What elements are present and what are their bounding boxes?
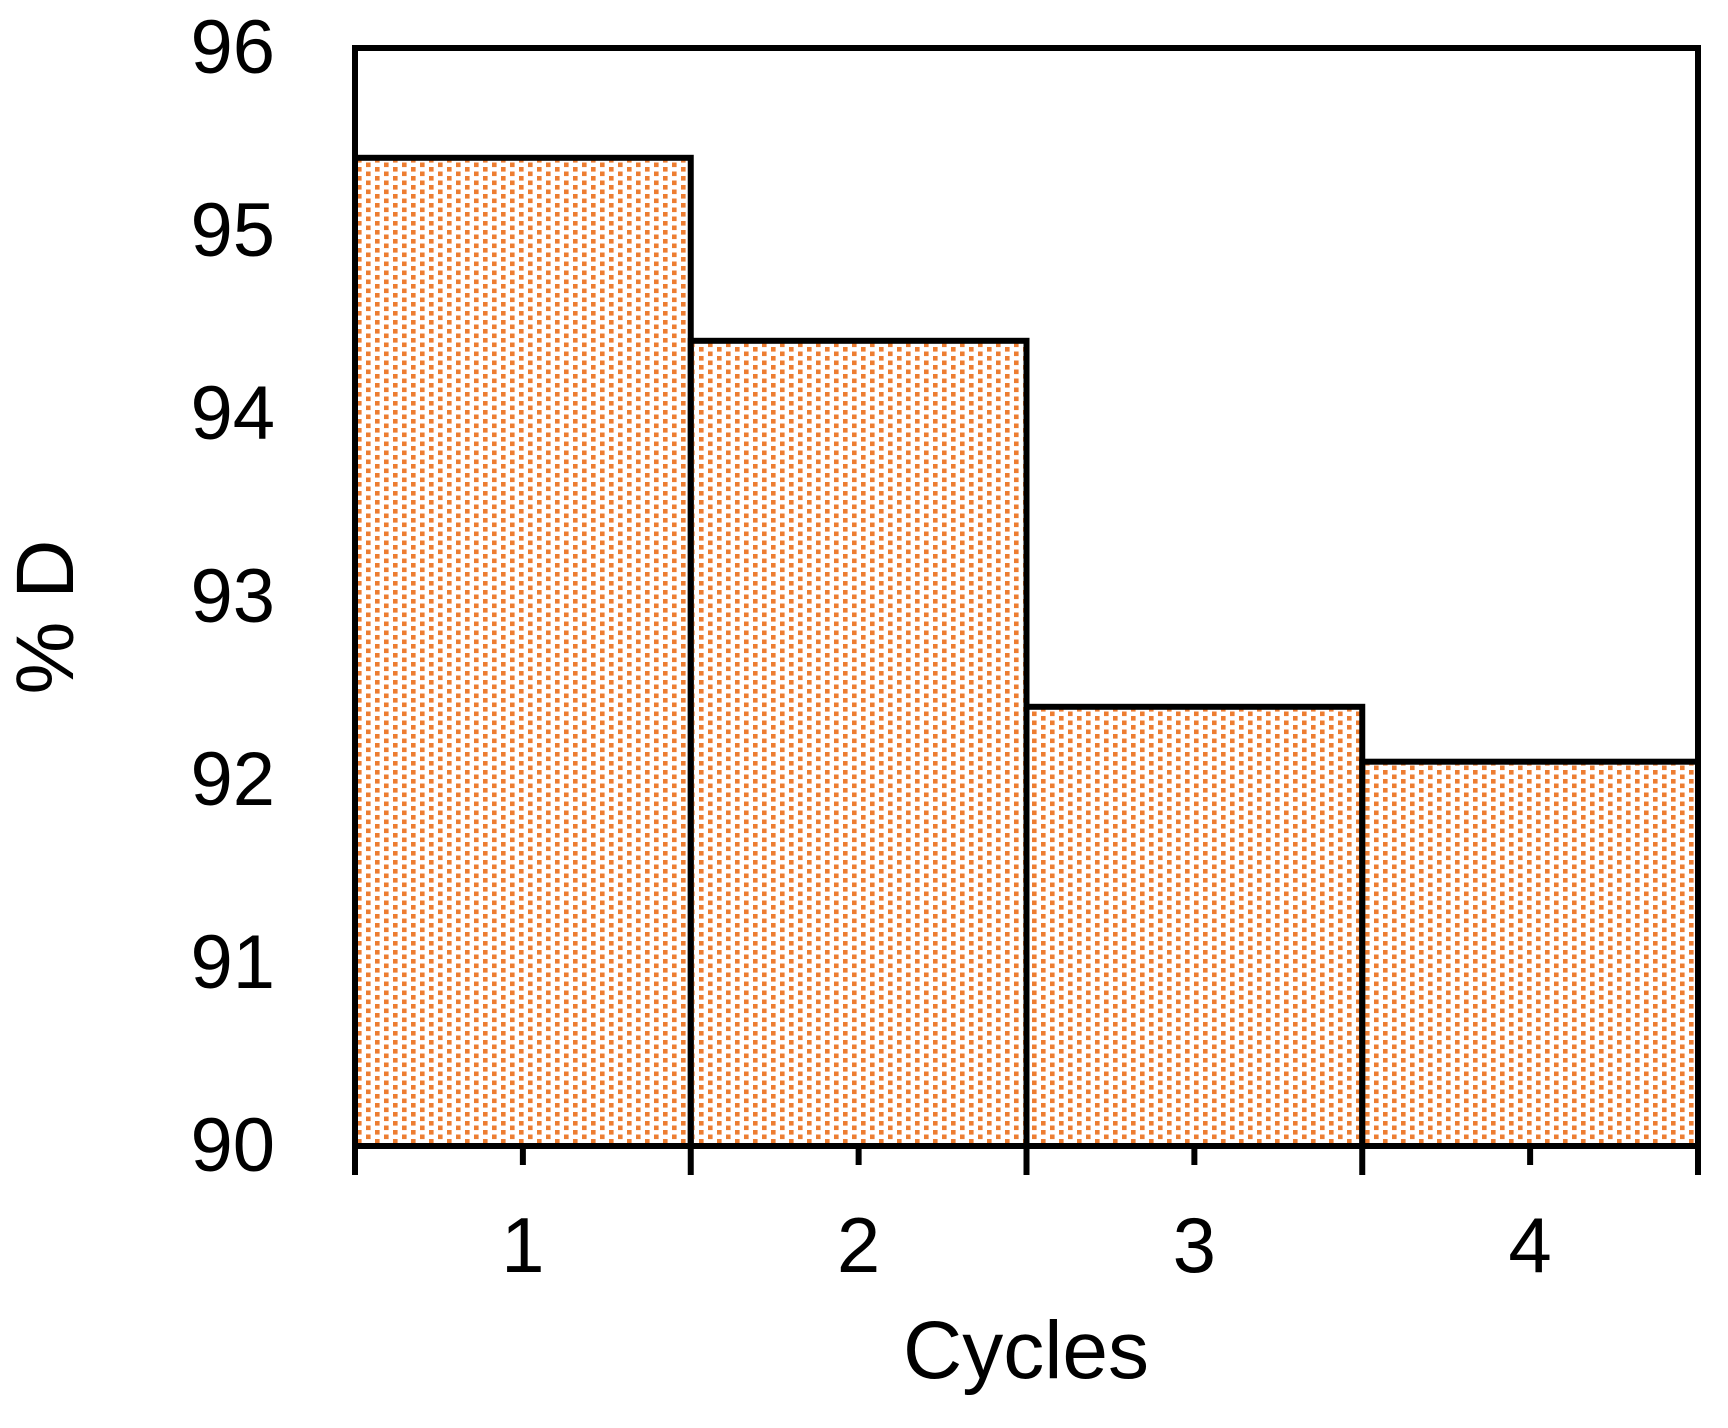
x-tick-label-4: 4 <box>1508 1201 1552 1289</box>
y-tick-label-91: 91 <box>190 920 275 1005</box>
x-axis-tick-labels: 1 2 3 4 <box>0 1200 1728 1320</box>
y-tick-label-90: 90 <box>190 1103 275 1188</box>
x-tick-label-2: 2 <box>836 1201 881 1289</box>
bar-cycle-2 <box>687 337 1030 1149</box>
x-axis-title: Cycles <box>902 1305 1150 1396</box>
y-tick-label-94: 94 <box>190 371 275 456</box>
x-axis-ticks <box>352 1146 1701 1175</box>
y-tick-label-96: 96 <box>190 5 275 90</box>
x-tick-label-1: 1 <box>501 1201 545 1289</box>
bar-series <box>352 154 1701 1150</box>
plot-area <box>352 45 1701 1175</box>
y-tick-label-95: 95 <box>190 188 275 273</box>
y-tick-label-93: 93 <box>190 554 275 639</box>
y-tick-label-92: 92 <box>190 737 275 822</box>
bar-cycle-3 <box>1023 703 1366 1149</box>
bar-cycle-1 <box>352 154 694 1150</box>
x-tick-label-3: 3 <box>1172 1201 1217 1289</box>
y-axis-tick-labels: 96 95 94 93 92 91 90 <box>0 0 275 1428</box>
bar-cycle-4 <box>1359 758 1701 1149</box>
